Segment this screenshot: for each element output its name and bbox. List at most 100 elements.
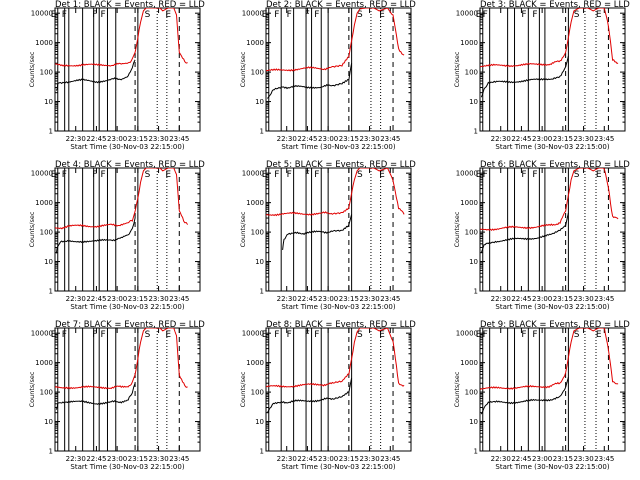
y-tick-label: 1: [474, 128, 478, 136]
marker-label: F: [532, 10, 537, 20]
chart-panel: Det 3: BLACK = Events, RED = LLD11010010…: [453, 0, 630, 151]
x-tick-label: 22:45: [297, 455, 317, 463]
y-tick-label: 10000: [31, 10, 53, 18]
y-tick-label: 100: [251, 229, 264, 237]
annotation-label: E: [165, 330, 171, 340]
x-tick-label: 22:45: [511, 455, 531, 463]
marker-label: E: [51, 10, 57, 20]
y-tick-label: 1000: [460, 359, 478, 367]
x-tick-label: 23:15: [339, 455, 359, 463]
x-tick-label: 23:15: [128, 295, 148, 303]
marker-label: F: [532, 170, 537, 180]
y-tick-label: 1000: [35, 199, 53, 207]
annotation-label: E: [379, 170, 385, 180]
y-tick-label: 1000: [246, 359, 264, 367]
x-tick-label: 23:30: [573, 135, 593, 143]
marker-label: F: [287, 170, 292, 180]
x-axis-label: Start Time (30-Nov-03 22:15:00): [495, 303, 609, 311]
x-tick-label: 23:00: [107, 135, 127, 143]
x-tick-label: 23:30: [359, 455, 379, 463]
marker-label: F: [62, 170, 67, 180]
marker-label: F: [100, 10, 105, 20]
marker-label: E: [476, 330, 482, 340]
y-tick-label: 10000: [31, 170, 53, 178]
x-tick-label: 22:45: [86, 455, 106, 463]
x-axis-label: Start Time (30-Nov-03 22:15:00): [70, 143, 184, 151]
y-tick-label: 100: [465, 69, 478, 77]
y-tick-label: 10: [255, 418, 264, 426]
x-tick-label: 23:15: [128, 455, 148, 463]
x-tick-label: 23:45: [594, 135, 614, 143]
plot-frame: [480, 168, 625, 291]
y-tick-label: 10: [469, 418, 478, 426]
marker-label: F: [100, 170, 105, 180]
plot-frame: [266, 8, 411, 131]
marker-label: F: [483, 330, 488, 340]
y-tick-label: 10: [44, 258, 53, 266]
x-tick-label: 22:45: [86, 135, 106, 143]
x-axis-label: Start Time (30-Nov-03 22:15:00): [281, 463, 395, 471]
marker-label: F: [100, 330, 105, 340]
y-axis-label: Counts/sec: [239, 371, 247, 407]
annotation-label: E: [379, 330, 385, 340]
events-series-line: [283, 214, 352, 250]
annotation-label: S: [574, 330, 580, 340]
marker-label: E: [51, 170, 57, 180]
events-series-line: [267, 378, 351, 413]
y-axis-label: Counts/sec: [239, 211, 247, 247]
y-tick-label: 10: [469, 98, 478, 106]
y-tick-label: 100: [465, 389, 478, 397]
y-axis-label: Counts/sec: [239, 51, 247, 87]
y-tick-label: 1000: [246, 199, 264, 207]
x-tick-label: 22:45: [511, 295, 531, 303]
chart-panel: Det 9: BLACK = Events, RED = LLD 1 10 100 10…: [453, 320, 630, 471]
x-tick-label: 22:45: [297, 135, 317, 143]
marker-label: F: [314, 330, 319, 340]
marker-label: E: [476, 10, 482, 20]
marker-label: F: [305, 10, 310, 20]
x-tick-label: 23:30: [359, 135, 379, 143]
y-tick-label: 100: [40, 69, 53, 77]
y-axis-label: Counts/sec: [453, 371, 461, 407]
y-tick-label: 1000: [35, 359, 53, 367]
x-tick-label: 22:30: [491, 455, 511, 463]
x-tick-label: 23:45: [169, 295, 189, 303]
y-tick-label: 100: [251, 69, 264, 77]
x-axis-label: Start Time (30-Nov-03 22:15:00): [495, 143, 609, 151]
x-tick-label: 22:30: [66, 135, 86, 143]
x-tick-label: 23:45: [169, 455, 189, 463]
x-tick-label: 23:00: [532, 135, 552, 143]
annotation-label: S: [574, 10, 580, 20]
x-tick-label: 22:30: [66, 455, 86, 463]
x-tick-label: 23:15: [553, 295, 573, 303]
y-tick-label: 10000: [31, 330, 53, 338]
events-series-line: [56, 218, 135, 253]
marker-label: F: [274, 330, 279, 340]
marker-label: E: [262, 170, 268, 180]
x-tick-label: 23:30: [359, 295, 379, 303]
y-tick-label: 1000: [35, 39, 53, 47]
chart-panel: Det 2: BLACK = Events, RED = LLD11010010…: [239, 0, 416, 151]
marker-label: F: [483, 10, 488, 20]
x-tick-label: 23:30: [148, 135, 168, 143]
y-tick-label: 10: [469, 258, 478, 266]
y-tick-label: 1: [474, 448, 478, 456]
x-tick-label: 22:45: [86, 295, 106, 303]
events-series-line: [481, 377, 568, 414]
x-tick-label: 23:30: [573, 455, 593, 463]
x-tick-label: 23:15: [339, 135, 359, 143]
x-tick-label: 23:00: [318, 455, 338, 463]
y-tick-label: 10: [255, 258, 264, 266]
marker-label: E: [476, 170, 482, 180]
y-axis-label: Counts/sec: [28, 371, 36, 407]
x-tick-label: 22:30: [66, 295, 86, 303]
x-tick-label: 23:30: [148, 455, 168, 463]
x-tick-label: 23:45: [169, 135, 189, 143]
y-tick-label: 1: [49, 448, 53, 456]
x-axis-label: Start Time (30-Nov-03 22:15:00): [495, 463, 609, 471]
x-axis-label: Start Time (30-Nov-03 22:15:00): [281, 143, 395, 151]
y-tick-label: 1000: [246, 39, 264, 47]
y-tick-label: 100: [465, 229, 478, 237]
x-tick-label: 23:00: [532, 455, 552, 463]
chart-panel: Det 4: BLACK = Events, RED = LLD11010010…: [28, 160, 205, 311]
